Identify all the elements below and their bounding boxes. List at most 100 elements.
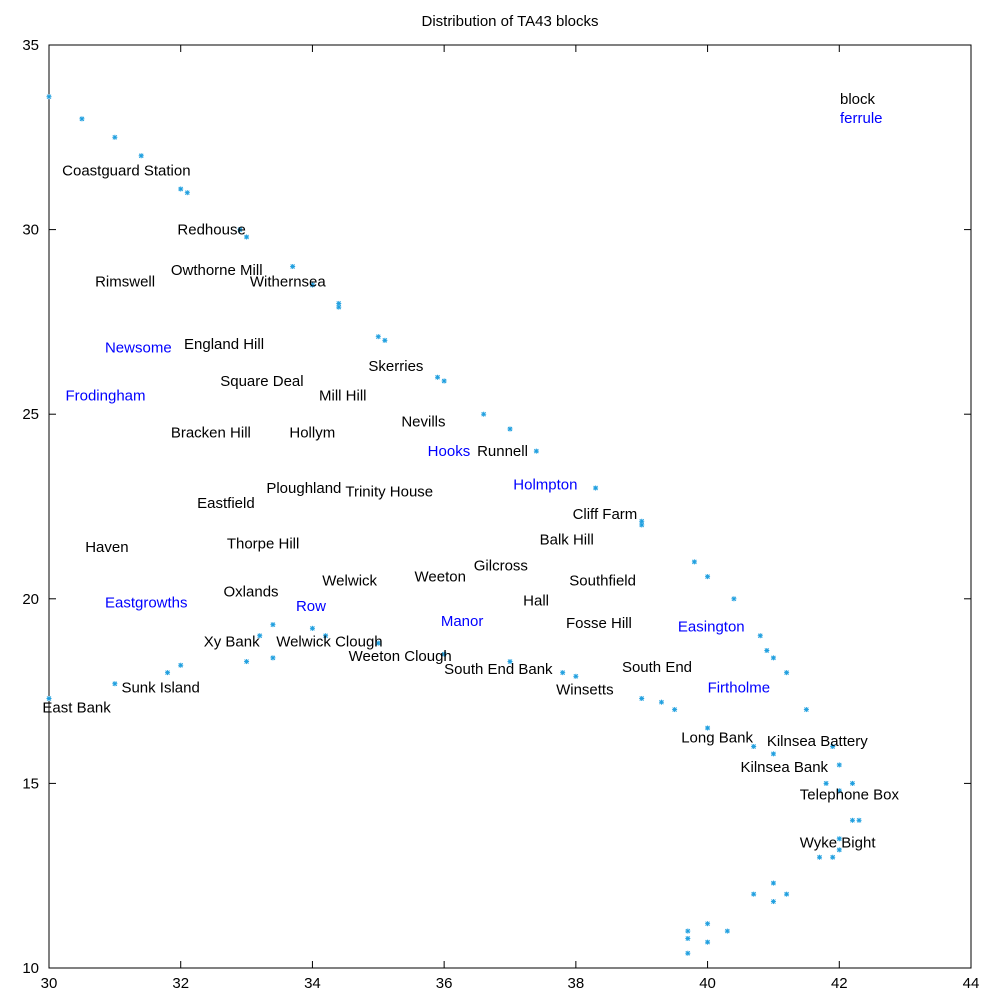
data-point [375, 640, 381, 646]
place-label: Eastfield [197, 495, 255, 512]
place-label: Rimswell [95, 273, 155, 290]
legend-entry-ferrule: ferrule [840, 110, 883, 127]
place-label: Xy Bank [204, 633, 260, 650]
data-point [382, 337, 388, 343]
data-point [237, 227, 243, 233]
place-label: Long Bank [681, 729, 753, 746]
data-point [481, 411, 487, 417]
place-label: Skerries [368, 358, 423, 375]
place-label: England Hill [184, 336, 264, 353]
data-point [751, 743, 757, 749]
data-point [770, 655, 776, 661]
data-point [112, 681, 118, 687]
data-point [849, 817, 855, 823]
place-label: Withernsea [250, 273, 327, 290]
data-point [685, 950, 691, 956]
place-label: Weeton [415, 569, 466, 586]
data-point [244, 659, 250, 665]
data-point [336, 304, 342, 310]
data-point [79, 116, 85, 122]
place-label: Coastguard Station [62, 163, 190, 180]
place-label: Firtholme [708, 679, 771, 696]
place-label: Weeton Clough [349, 648, 452, 665]
data-point [770, 899, 776, 905]
place-label: Oxlands [224, 583, 279, 600]
data-point [46, 94, 52, 100]
data-point [784, 670, 790, 676]
data-point [823, 780, 829, 786]
data-point [573, 673, 579, 679]
x-tick-label: 30 [41, 975, 58, 992]
legend-entry-block: block [840, 91, 876, 108]
data-point [257, 633, 263, 639]
data-point [593, 485, 599, 491]
place-label: Southfield [569, 572, 636, 589]
data-point [165, 670, 171, 676]
data-point [856, 817, 862, 823]
data-point [244, 234, 250, 240]
data-point [705, 921, 711, 927]
y-tick-label: 25 [22, 406, 39, 423]
data-point [441, 651, 447, 657]
data-point [270, 655, 276, 661]
place-label: Frodingham [65, 388, 145, 405]
place-label: Haven [85, 539, 128, 556]
data-point [435, 374, 441, 380]
data-point [705, 939, 711, 945]
place-label: Gilcross [474, 558, 528, 575]
place-label: Wyke Bight [800, 834, 877, 851]
place-label: Kilnsea Bank [741, 759, 829, 776]
data-point [836, 847, 842, 853]
data-point [836, 788, 842, 794]
y-tick-label: 10 [22, 960, 39, 977]
data-point [817, 854, 823, 860]
data-point [757, 633, 763, 639]
x-tick-label: 34 [304, 975, 321, 992]
place-label: Welwick [322, 572, 377, 589]
place-label: Easington [678, 618, 745, 635]
x-tick-label: 44 [963, 975, 980, 992]
place-label: Trinity House [345, 484, 433, 501]
data-point [836, 762, 842, 768]
data-point [724, 928, 730, 934]
data-point [764, 647, 770, 653]
data-point [849, 780, 855, 786]
place-label: Thorpe Hill [227, 535, 300, 552]
place-label: Kilnsea Battery [767, 733, 868, 750]
data-point [533, 448, 539, 454]
data-point [803, 707, 809, 713]
data-point [309, 282, 315, 288]
place-label: Holmpton [513, 476, 577, 493]
place-label: South End [622, 659, 692, 676]
place-label: Newsome [105, 340, 172, 357]
x-tick-label: 36 [436, 975, 453, 992]
data-point [270, 622, 276, 628]
data-point [705, 725, 711, 731]
plot-axes: 30 32 34 36 38 40 42 44 10 15 20 25 30 35 [22, 37, 979, 992]
place-label: Cliff Farm [573, 506, 638, 523]
y-tick-label: 30 [22, 222, 39, 239]
place-label: Nevills [401, 414, 445, 431]
place-label: Mill Hill [319, 388, 367, 405]
data-point [685, 935, 691, 941]
data-point [830, 743, 836, 749]
place-label: Winsetts [556, 681, 614, 698]
data-point [138, 153, 144, 159]
y-tick-label: 35 [22, 37, 39, 54]
place-label: Square Deal [220, 373, 303, 390]
data-point [836, 836, 842, 842]
data-point [507, 426, 513, 432]
data-point [658, 699, 664, 705]
x-tick-label: 32 [172, 975, 189, 992]
place-label: Balk Hill [540, 532, 594, 549]
data-point [112, 134, 118, 140]
data-point [639, 695, 645, 701]
data-point [178, 662, 184, 668]
place-label: Hall [523, 593, 549, 610]
place-label: Fosse Hill [566, 615, 632, 632]
place-label: Hooks [428, 443, 471, 460]
place-label: Sunk Island [121, 679, 199, 696]
plot-frame [48, 44, 972, 969]
place-label: South End Bank [444, 661, 553, 678]
